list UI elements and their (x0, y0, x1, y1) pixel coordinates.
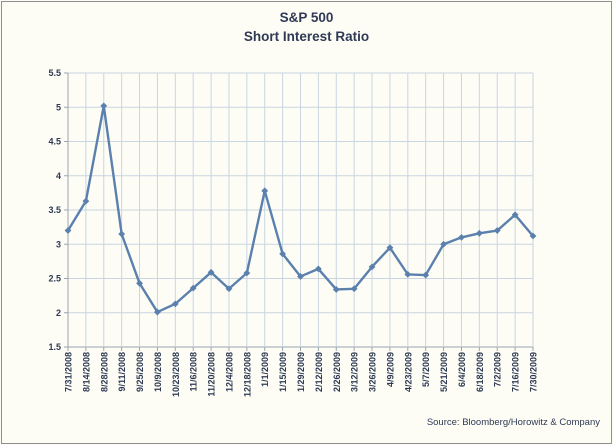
chart-title: S&P 500 Short Interest Ratio (0, 8, 613, 46)
data-point-marker (136, 279, 143, 287)
data-point-marker (243, 269, 251, 277)
x-tick-label: 12/4/2008 (224, 352, 234, 392)
data-point-marker (171, 300, 179, 308)
x-tick-label: 4/9/2009 (385, 352, 395, 387)
y-tick-label: 1.5 (48, 342, 61, 352)
x-tick-label: 2/26/2009 (332, 352, 342, 392)
data-point-marker (225, 285, 233, 293)
x-tick-label: 8/14/2008 (81, 352, 91, 392)
x-tick-label: 11/20/2008 (207, 352, 217, 397)
data-point-marker (82, 197, 90, 205)
data-point-marker (493, 227, 501, 234)
data-point-marker (350, 285, 358, 293)
x-tick-label: 11/6/2008 (189, 352, 199, 392)
x-tick-label: 7/2/2009 (493, 352, 503, 387)
x-tick-label: 8/28/2008 (99, 352, 109, 392)
x-tick-label: 6/4/2009 (457, 352, 467, 387)
data-point-marker (261, 187, 269, 195)
data-point-marker (475, 229, 483, 237)
chart-title-line-1: S&P 500 (279, 10, 334, 25)
y-tick-label: 2.5 (48, 274, 61, 284)
x-tick-label: 5/21/2009 (439, 352, 449, 392)
x-tick-label: 7/31/2008 (64, 352, 74, 392)
y-tick-label: 3.5 (48, 205, 61, 215)
x-tick-label: 4/23/2009 (403, 352, 413, 392)
data-point-marker (368, 263, 376, 271)
data-point-marker (64, 227, 72, 234)
data-point-marker (314, 265, 322, 273)
x-tick-label: 3/26/2009 (368, 352, 378, 392)
x-tick-label: 9/11/2008 (117, 352, 127, 392)
data-point-marker (279, 250, 287, 258)
y-tick-label: 3 (56, 239, 61, 249)
x-tick-label: 7/30/2009 (529, 352, 539, 392)
data-point-marker (100, 102, 108, 110)
x-tick-label: 3/12/2009 (350, 352, 360, 392)
x-tick-label: 1/1/2009 (260, 352, 270, 387)
data-point-marker (511, 211, 519, 219)
data-point-marker (458, 234, 465, 241)
y-tick-label: 5 (56, 102, 61, 112)
y-tick-label: 4.5 (48, 137, 61, 147)
data-point-marker (440, 240, 447, 248)
x-tick-label: 10/23/2008 (171, 352, 181, 397)
x-tick-label: 2/12/2009 (314, 352, 324, 392)
x-tick-label: 12/18/2008 (242, 352, 252, 397)
data-point-marker (118, 230, 126, 238)
chart-title-line-2: Short Interest Ratio (243, 29, 370, 44)
data-point-marker (386, 244, 394, 252)
x-tick-label: 9/25/2008 (135, 352, 145, 392)
x-tick-label: 10/9/2008 (153, 352, 163, 392)
y-tick-label: 5.5 (48, 68, 61, 78)
y-tick-label: 2 (56, 308, 61, 318)
data-point-marker (529, 232, 537, 240)
data-point-marker (207, 268, 215, 276)
data-point-marker (297, 273, 304, 280)
x-tick-label: 1/15/2009 (278, 352, 288, 392)
data-point-marker (154, 308, 161, 316)
data-point-marker (189, 284, 197, 292)
x-tick-label: 6/18/2009 (475, 352, 485, 392)
data-point-marker (422, 271, 430, 279)
x-tick-label: 5/7/2009 (421, 352, 431, 387)
data-point-marker (332, 286, 340, 293)
data-point-marker (404, 270, 412, 278)
y-tick-label: 4 (56, 171, 61, 181)
x-tick-label: 1/29/2009 (296, 352, 306, 392)
x-tick-label: 7/16/2009 (511, 352, 521, 392)
source-credit: Source: Bloomberg/Horowitz & Company (426, 417, 600, 428)
